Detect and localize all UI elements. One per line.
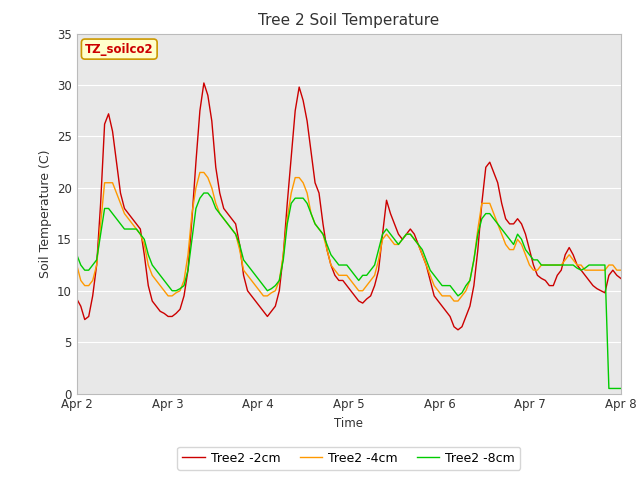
Tree2 -4cm (275, 277, 283, 283)
Tree2 -2cm (541, 277, 549, 283)
Tree2 -8cm (613, 385, 621, 391)
Tree2 -4cm (291, 175, 299, 180)
Tree2 -8cm (538, 262, 545, 268)
Tree2 -2cm (387, 211, 394, 216)
Line: Tree2 -8cm: Tree2 -8cm (77, 193, 621, 388)
X-axis label: Time: Time (334, 417, 364, 430)
Legend: Tree2 -2cm, Tree2 -4cm, Tree2 -8cm: Tree2 -2cm, Tree2 -4cm, Tree2 -8cm (177, 447, 520, 469)
Tree2 -2cm (470, 283, 477, 288)
Title: Tree 2 Soil Temperature: Tree 2 Soil Temperature (258, 13, 440, 28)
Tree2 -4cm (541, 262, 549, 268)
Tree2 -2cm (275, 288, 283, 294)
Tree2 -2cm (73, 296, 81, 302)
Tree2 -2cm (291, 108, 299, 114)
Tree2 -4cm (470, 257, 477, 263)
Tree2 -8cm (291, 195, 299, 201)
Text: TZ_soilco2: TZ_soilco2 (85, 43, 154, 56)
Y-axis label: Soil Temperature (C): Soil Temperature (C) (38, 149, 51, 278)
Tree2 -2cm (613, 273, 621, 278)
Tree2 -8cm (200, 190, 208, 196)
Tree2 -8cm (605, 385, 612, 391)
Tree2 -8cm (466, 277, 474, 283)
Tree2 -2cm (617, 276, 625, 281)
Tree2 -4cm (387, 237, 394, 242)
Tree2 -8cm (617, 385, 625, 391)
Tree2 -4cm (617, 267, 625, 273)
Line: Tree2 -2cm: Tree2 -2cm (77, 83, 621, 330)
Tree2 -8cm (387, 231, 394, 237)
Tree2 -2cm (454, 327, 462, 333)
Tree2 -2cm (200, 80, 208, 86)
Line: Tree2 -4cm: Tree2 -4cm (77, 172, 621, 301)
Tree2 -4cm (196, 169, 204, 175)
Tree2 -4cm (450, 298, 458, 304)
Tree2 -8cm (275, 277, 283, 283)
Tree2 -4cm (73, 262, 81, 268)
Tree2 -8cm (73, 252, 81, 258)
Tree2 -4cm (613, 267, 621, 273)
